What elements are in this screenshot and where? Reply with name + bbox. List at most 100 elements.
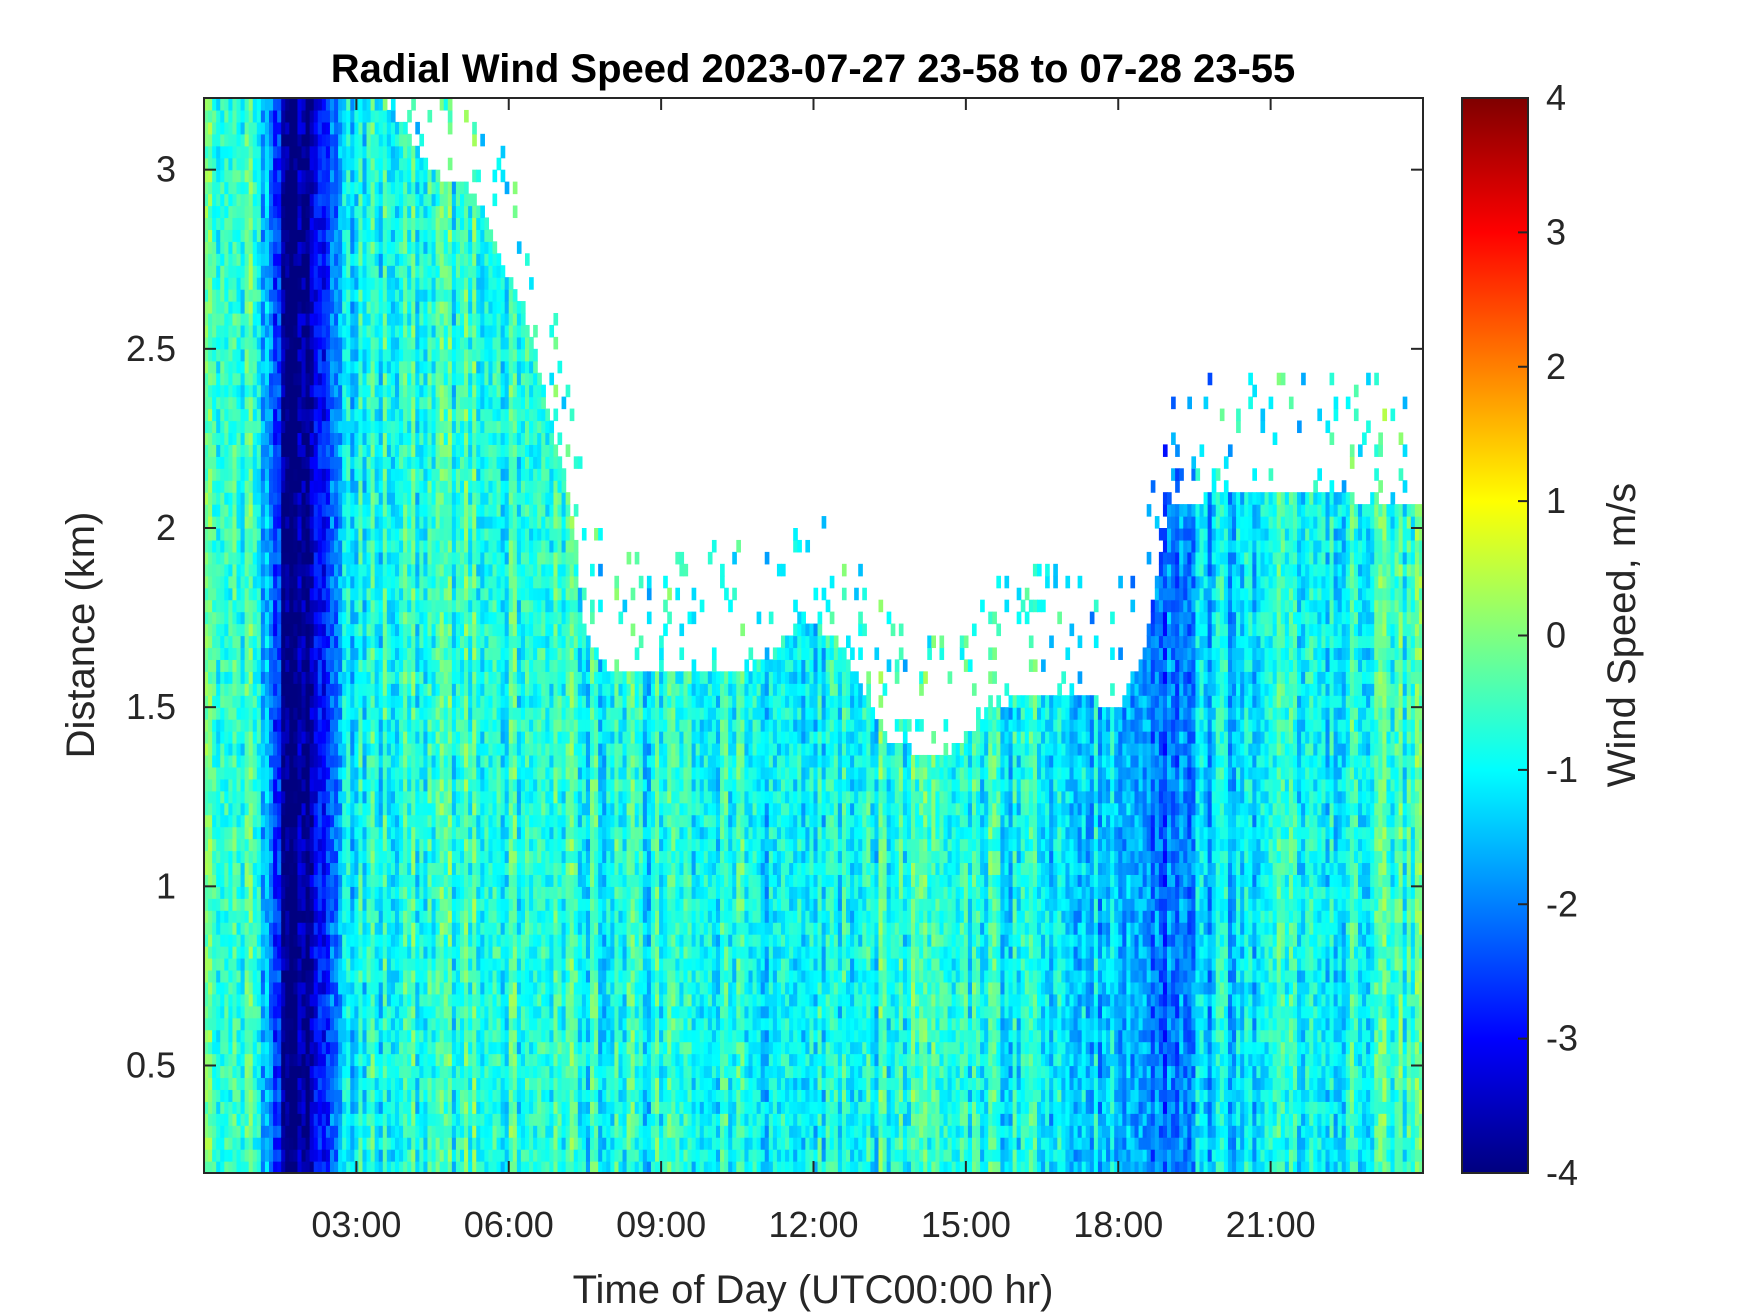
heatmap-cell	[399, 790, 404, 804]
heatmap-cell	[285, 539, 290, 553]
heatmap-cell	[285, 420, 290, 434]
heatmap-cell	[407, 1125, 412, 1138]
heatmap-cell	[346, 432, 351, 445]
heatmap-cell	[264, 1113, 270, 1126]
heatmap-cell	[378, 981, 384, 995]
heatmap-cell	[370, 1029, 376, 1043]
heatmap-cell	[374, 969, 380, 983]
heatmap-cell	[407, 528, 412, 541]
heatmap-cell	[277, 468, 282, 481]
heatmap-cell	[244, 611, 250, 625]
heatmap-cell	[289, 551, 294, 565]
heatmap-cell	[224, 981, 229, 995]
heatmap-cell	[390, 217, 396, 230]
heatmap-cell	[321, 635, 327, 649]
heatmap-cell	[427, 1053, 433, 1067]
heatmap-cell	[220, 324, 225, 338]
heatmap-cell	[419, 754, 425, 768]
heatmap-cell	[309, 993, 315, 1007]
heatmap-cell	[399, 1053, 404, 1067]
heatmap-cell	[370, 277, 376, 290]
heatmap-cell	[386, 432, 392, 445]
heatmap-cell	[415, 480, 420, 493]
heatmap-cell	[415, 181, 420, 195]
heatmap-cell	[366, 408, 372, 422]
heatmap-cell	[321, 217, 327, 230]
heatmap-cell	[346, 910, 351, 923]
heatmap-cell	[342, 420, 347, 434]
heatmap-cell	[309, 372, 315, 386]
heatmap-cell	[321, 265, 327, 278]
heatmap-cell	[329, 826, 335, 840]
heatmap-cell	[374, 1149, 380, 1162]
heatmap-cell	[232, 372, 238, 386]
heatmap-cell	[338, 313, 343, 326]
heatmap-cell	[224, 563, 229, 577]
heatmap-cell	[220, 372, 225, 386]
heatmap-cell	[281, 456, 286, 469]
heatmap-cell	[329, 384, 335, 398]
heatmap-cell	[289, 993, 294, 1007]
heatmap-cell	[204, 671, 209, 684]
heatmap-cell	[399, 958, 404, 971]
heatmap-cell	[342, 778, 347, 792]
heatmap-cell	[350, 922, 355, 935]
heatmap-cell	[374, 420, 380, 434]
heatmap-cell	[374, 217, 380, 230]
heatmap-cell	[427, 1029, 433, 1043]
heatmap-cell	[277, 850, 282, 864]
heatmap-cell	[403, 1017, 408, 1031]
heatmap-cell	[366, 946, 372, 959]
heatmap-cell	[338, 659, 343, 672]
heatmap-cell	[273, 778, 278, 792]
heatmap-cell	[260, 1125, 266, 1138]
heatmap-cell	[248, 599, 254, 613]
heatmap-cell	[244, 551, 250, 565]
heatmap-cell	[220, 169, 225, 183]
heatmap-cell	[358, 671, 364, 684]
heatmap-cell	[313, 814, 319, 828]
heatmap-cell	[204, 647, 209, 660]
heatmap-cell	[399, 850, 404, 864]
heatmap-cell	[374, 1053, 380, 1067]
heatmap-cell	[240, 599, 246, 613]
heatmap-cell	[224, 492, 229, 505]
heatmap-cell	[415, 611, 420, 625]
heatmap-cell	[329, 456, 335, 469]
heatmap-cell	[317, 611, 323, 625]
heatmap-cell	[224, 659, 229, 672]
heatmap-cell	[378, 647, 384, 660]
heatmap-cell	[386, 516, 392, 529]
heatmap-cell	[362, 1017, 368, 1031]
heatmap-cell	[289, 1089, 294, 1102]
heatmap-cell	[285, 1053, 290, 1067]
heatmap-cell	[313, 1125, 319, 1138]
heatmap-cell	[309, 121, 315, 135]
heatmap-cell	[285, 790, 290, 804]
heatmap-cell	[232, 277, 238, 290]
heatmap-cell	[382, 492, 388, 505]
heatmap-cell	[346, 611, 351, 625]
heatmap-cell	[350, 719, 355, 732]
heatmap-cell	[305, 814, 311, 828]
heatmap-cell	[256, 802, 262, 816]
heatmap-cell	[346, 504, 351, 517]
heatmap-cell	[244, 683, 250, 696]
heatmap-cell	[264, 265, 270, 278]
heatmap-cell	[321, 993, 327, 1007]
heatmap-cell	[390, 205, 396, 219]
heatmap-cell	[382, 265, 388, 278]
heatmap-cell	[370, 766, 376, 780]
heatmap-cell	[378, 850, 384, 864]
heatmap-cell	[350, 181, 355, 195]
heatmap-cell	[260, 193, 266, 207]
heatmap-cell	[321, 420, 327, 434]
heatmap-cell	[419, 969, 425, 983]
heatmap-cell	[228, 1149, 234, 1162]
heatmap-cell	[411, 396, 416, 410]
heatmap-cell	[236, 551, 242, 565]
heatmap-cell	[338, 814, 343, 828]
heatmap-cell	[325, 647, 331, 660]
heatmap-cell	[252, 1017, 258, 1031]
heatmap-cell	[297, 826, 303, 840]
